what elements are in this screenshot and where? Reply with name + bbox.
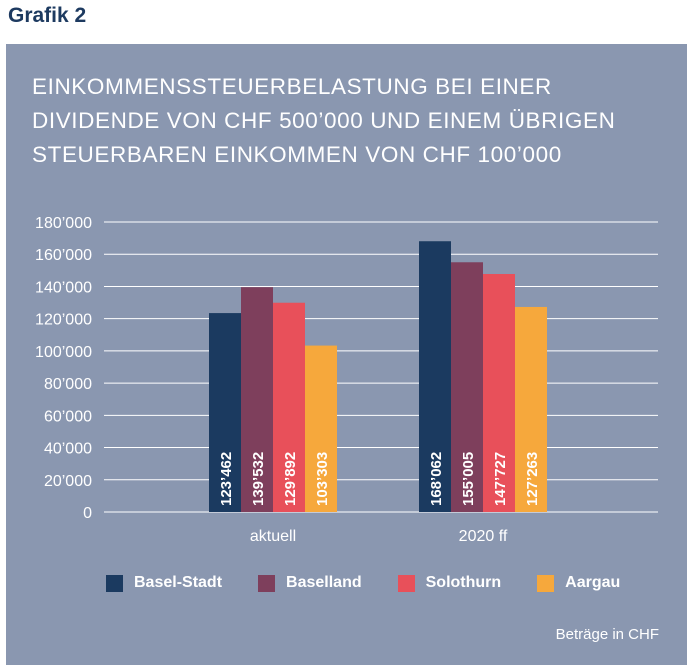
- legend-label: Solothurn: [425, 574, 502, 591]
- legend-label: Aargau: [565, 574, 621, 591]
- bar-chart: 0 20’000 40’000 60’000 80’000 100’000 120’000 1…: [35, 215, 658, 545]
- x-category-label: 2020 ff: [459, 528, 508, 545]
- chart-title: EINKOMMENSSTEUERBELASTUNG BEI EINER DIVI…: [32, 70, 672, 172]
- y-tick-label: 180’000: [35, 215, 92, 232]
- bar-value-label: 127’263: [524, 452, 541, 506]
- legend-swatch: [397, 574, 415, 592]
- y-tick-label: 100’000: [35, 344, 92, 361]
- y-tick-label: 160’000: [35, 247, 92, 264]
- y-tick-label: 20’000: [44, 473, 92, 490]
- y-tick-label: 140’000: [35, 279, 92, 296]
- legend-swatch: [537, 574, 555, 592]
- chart-title-line-2: DIVIDENDE VON CHF 500’000 UND EINEM ÜBRI…: [32, 108, 616, 133]
- figure-label: Grafik 2: [8, 4, 87, 27]
- legend-item-baselland: Baselland: [258, 574, 362, 592]
- bar: [209, 313, 241, 512]
- y-tick-label: 40’000: [44, 441, 92, 458]
- legend-swatch: [106, 574, 123, 592]
- legend-label: Baselland: [286, 574, 362, 591]
- bar: [305, 345, 337, 512]
- bar: [273, 302, 305, 512]
- y-tick-label: 60’000: [44, 408, 92, 425]
- chart-title-line-3: STEUERBAREN EINKOMMEN VON CHF 100’000: [32, 142, 562, 167]
- y-tick-label: 120’000: [35, 312, 92, 329]
- bar-value-label: 123’462: [218, 452, 235, 506]
- legend: Basel-Stadt Baselland Solothurn Aargau: [106, 574, 666, 592]
- x-category-label: aktuell: [250, 528, 296, 545]
- bar-value-label: 103’303: [314, 452, 331, 506]
- legend-label: Basel-Stadt: [134, 574, 223, 591]
- chart-panel: EINKOMMENSSTEUERBELASTUNG BEI EINER DIVI…: [6, 44, 687, 665]
- bar: [451, 262, 483, 512]
- bar-value-label: 155’005: [460, 452, 477, 506]
- legend-item-basel-stadt: Basel-Stadt: [106, 574, 222, 592]
- legend-swatch: [258, 574, 276, 592]
- chart-title-line-1: EINKOMMENSSTEUERBELASTUNG BEI EINER: [32, 74, 552, 99]
- bar-value-label: 168’062: [428, 452, 445, 506]
- bar: [483, 273, 515, 512]
- bar: [419, 241, 451, 512]
- legend-item-solothurn: Solothurn: [397, 574, 502, 592]
- bar-value-label: 147’727: [492, 452, 509, 506]
- bar: [241, 287, 273, 512]
- bar-value-label: 139’532: [250, 452, 267, 506]
- bar-value-label: 129’892: [282, 452, 299, 506]
- unit-note: Beträge in CHF: [555, 626, 659, 643]
- bar: [515, 306, 547, 512]
- y-tick-label: 80’000: [44, 376, 92, 393]
- y-tick-label: 0: [83, 505, 92, 522]
- legend-item-aargau: Aargau: [537, 574, 620, 592]
